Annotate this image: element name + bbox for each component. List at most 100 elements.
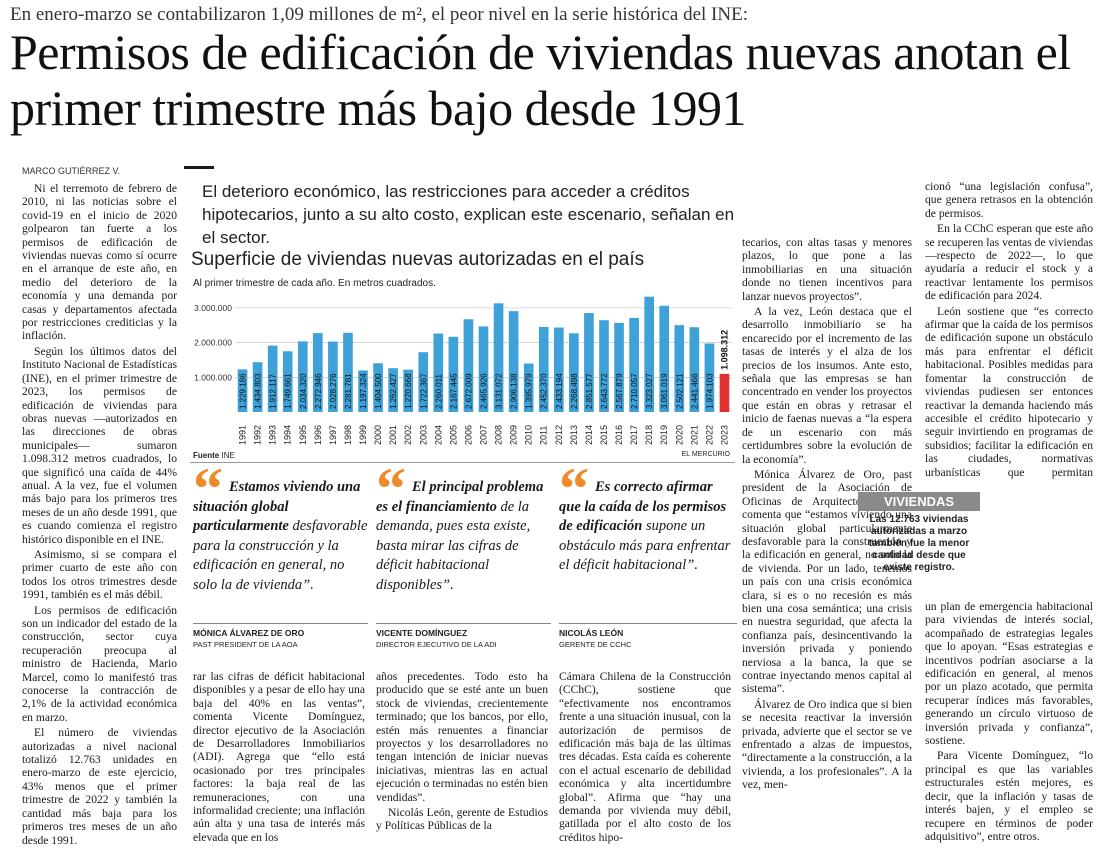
quote-1-text: desfavorable para la construcción y la e… [193,518,368,593]
bar-2014 [584,313,594,412]
quote-2-text: de la demanda, pues esta existe, basta m… [376,498,531,593]
x-tick-label: 1995 [298,425,308,445]
bar-2018 [644,296,654,412]
bar-value-label: 1.098.312 [719,330,729,370]
bar-value-label: 1.395.979 [525,373,534,409]
article-column-3: años precedentes. Todo esto ha producido… [376,670,548,835]
quote-block-3: “ Es correcto afirmar que la caída de lo… [559,459,737,670]
paragraph: cionó “una legislación confusa”, que gen… [925,180,1093,220]
bar-value-label: 2.268.498 [570,373,579,409]
quote-3-rule [559,623,737,624]
bar-1994 [282,351,293,412]
x-tick-label: 2008 [494,425,504,445]
sidebar-text: Las 12.763 viviendas autorizadas a marzo… [868,514,970,573]
byline: MARCO GUTIÉRREZ V. [22,166,121,176]
bar-value-label: 1.404.500 [374,373,383,409]
x-tick-label: 2002 [403,425,413,445]
bar-2000 [373,363,383,412]
article-column-6: cionó “una legislación confusa”, que gen… [925,180,1093,480]
x-tick-label: 2021 [689,425,699,445]
bar-value-label: 2.034.320 [299,373,308,409]
bar-1996 [313,333,323,412]
bar-chart: 1.000.000 2.000.000 3.000.000 1.229.186 1991… [194,296,732,445]
bar-value-label: 2.643.772 [600,373,609,409]
bar-value-label: 2.906.138 [510,373,519,409]
paragraph: Asimismo, si se compara el primer cuarto… [22,547,177,602]
bar-2013 [569,333,579,412]
bar-value-label: 1.197.324 [359,373,368,409]
paragraph: Según los últimos datos del Instituto Na… [22,344,177,546]
bar-value-label: 3.061.019 [660,373,669,409]
quote-2-role: DIRECTOR EJECUTIVO DE LA ADI [376,640,497,649]
x-tick-label: 2010 [524,425,534,445]
quote-3-bold: Es correcto afirmar que la caída de los … [559,479,727,534]
chart-subtitle: Al primer trimestre de cada año. En metr… [193,278,436,289]
quote-3-text: supone un obstáculo más para enfrentar e… [559,518,731,573]
bar-value-label: 2.710.057 [630,373,639,409]
lead-divider [184,166,214,169]
x-tick-label: 2003 [418,425,428,445]
quote-block-1: “ Estamos viviendo una situación global … [193,459,368,670]
bar-2016 [614,322,624,412]
article-column-5: tecarios, con altas tasas y menores plaz… [742,236,912,794]
x-tick-label: 1992 [253,425,263,445]
bar-1995 [297,341,308,412]
quote-2-name: VICENTE DOMÍNGUEZ [376,628,468,638]
chart-source-label: Fuente [193,451,220,460]
bar-1992 [252,362,263,412]
bar-2008 [493,303,504,412]
x-tick-label: 2004 [433,425,443,445]
bar-value-label: 3.131.072 [495,373,504,409]
paragraph: años precedentes. Todo esto ha producido… [376,670,548,804]
paragraph: “El principal problema es el financiamie… [22,849,177,850]
quote-mark-icon: “ [193,456,223,522]
bar-value-label: 2.272.946 [314,373,323,409]
y-tick-label: 3.000.000 [194,303,232,313]
bar-value-label: 1.229.186 [239,373,248,409]
lead-paragraph: El deterioro económico, las restriccione… [202,182,735,247]
paragraph: A la vez, León destaca que el desarrollo… [742,305,912,466]
paragraph: rar las cifras de déficit habitacional d… [193,670,365,844]
bar-2007 [478,326,489,412]
paragraph: Mónica Álvarez de Oro, past president de… [742,467,912,696]
x-tick-label: 2007 [479,425,489,445]
bar-2017 [629,317,639,412]
x-tick-label: 2013 [569,425,579,445]
bar-value-label: 2.281.781 [344,373,353,409]
chart-source: Fuente INE [193,451,235,460]
bar-value-label: 2.567.879 [615,373,624,409]
x-tick-label: 2018 [644,425,654,445]
x-tick-label: 1991 [238,425,248,445]
quote-mark-icon: “ [559,456,589,522]
bar-value-label: 1.220.668 [404,373,413,409]
paragraph: Cámara Chilena de la Construcción (CChC)… [559,670,731,844]
paragraph: Para Vicente Domínguez, “lo principal es… [925,749,1093,843]
kicker: En enero-marzo se contabilizaron 1,09 mi… [10,4,748,25]
quote-3-name: NICOLÁS LEÓN [559,628,624,638]
bar-2022 [704,343,715,412]
quote-3-role: GERENTE DE CCHC [559,640,632,649]
bar-value-label: 2.851.577 [585,373,594,409]
bar-2009 [508,311,519,412]
paragraph: Nicolás León, gerente de Estudios y Polí… [376,806,548,833]
quote-1-rule [193,623,368,624]
x-tick-label: 2022 [704,425,714,445]
bar-value-label: 2.441.466 [690,373,699,409]
bar-2004 [433,333,444,412]
x-tick-label: 2017 [629,425,639,445]
quote-mark-icon: “ [376,456,406,522]
y-tick-label: 2.000.000 [194,338,232,348]
quote-1-name: MÓNICA ÁLVAREZ DE ORO [193,628,305,638]
x-tick-label: 2009 [509,425,519,445]
paragraph: tecarios, con altas tasas y menores plaz… [742,236,912,303]
article-column-4: Cámara Chilena de la Construcción (CChC)… [559,670,731,846]
bar-value-label: 1.722.367 [419,373,428,409]
bar-value-label: 2.502.121 [675,373,684,409]
quote-2-rule [376,623,551,624]
article-column-6-bottom: un plan de emergencia habitacional para … [925,600,1093,845]
bar-2019 [659,305,670,412]
article-column-2: rar las cifras de déficit habitacional d… [193,670,365,846]
bar-2003 [418,352,429,412]
bar-value-label: 1.912.117 [269,373,278,409]
chart-credit: EL MERCURIO [681,451,730,458]
